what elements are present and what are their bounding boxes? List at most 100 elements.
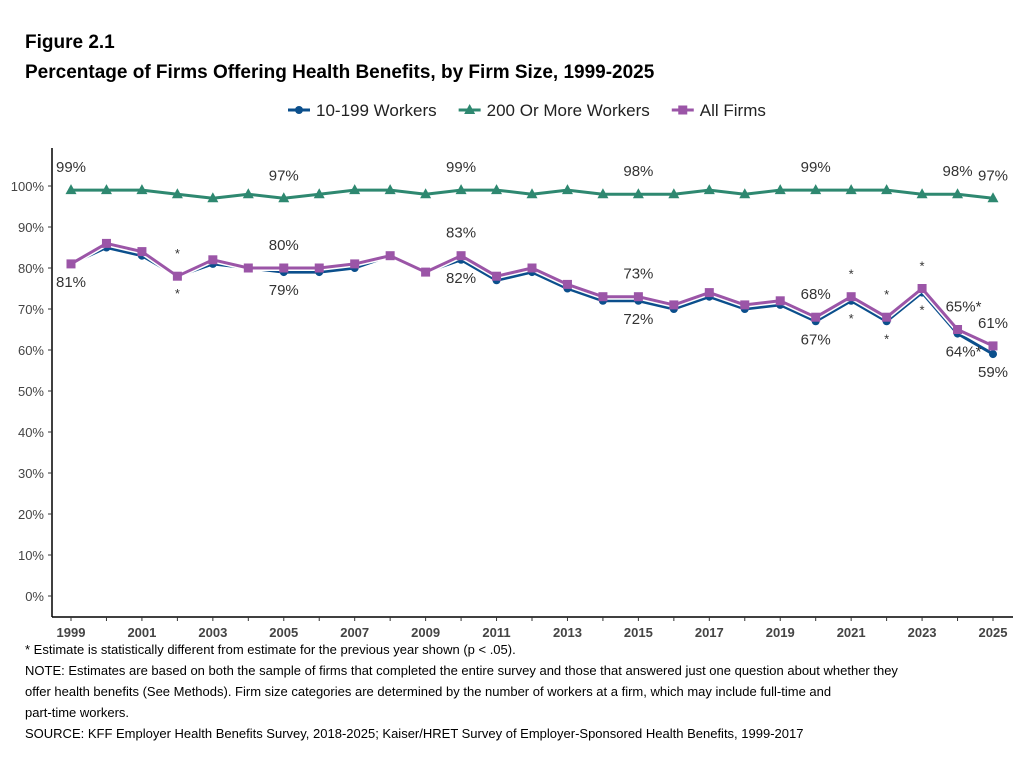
data-point: [420, 188, 432, 199]
data-point: [561, 184, 573, 195]
data-point: [101, 238, 111, 248]
data-label: *: [849, 267, 854, 282]
data-point: [421, 267, 431, 277]
data-point: [137, 247, 147, 257]
data-point: [313, 188, 325, 199]
footnote-source: SOURCE: KFF Employer Health Benefits Sur…: [25, 726, 804, 741]
data-label: *: [920, 259, 925, 274]
data-label: 67%: [801, 331, 831, 348]
data-point: [314, 263, 324, 273]
data-point: [208, 255, 218, 265]
legend-square-icon: [678, 105, 688, 115]
x-tick-label: 2009: [411, 625, 440, 640]
data-point: [988, 341, 998, 351]
data-label: *: [175, 246, 180, 261]
data-point: [100, 184, 112, 195]
x-tick-label: 1999: [57, 625, 86, 640]
data-label: 99%: [801, 159, 831, 176]
data-point: [526, 188, 538, 199]
data-point: [774, 184, 786, 195]
data-point: [740, 300, 750, 310]
data-label: 61%: [978, 315, 1008, 332]
data-label: 79%: [269, 282, 299, 299]
data-point: [66, 259, 76, 269]
data-point: [171, 188, 183, 199]
data-point: [385, 251, 395, 261]
data-label: *: [175, 286, 180, 301]
data-label: 73%: [623, 266, 653, 283]
x-tick-label: 2001: [127, 625, 156, 640]
data-point: [668, 188, 680, 199]
data-label: 83%: [446, 225, 476, 242]
data-point: [562, 279, 572, 289]
footnote-note-2: offer health benefits (See Methods). Fir…: [25, 684, 832, 699]
data-point: [882, 312, 892, 322]
x-tick-label: 2003: [198, 625, 227, 640]
footnote-note-3: part-time workers.: [25, 705, 130, 720]
data-label: 99%: [56, 159, 86, 176]
y-tick-label: 80%: [18, 261, 44, 276]
figure-label: Figure 2.1: [25, 32, 115, 53]
x-tick-label: 2023: [908, 625, 937, 640]
data-point: [633, 292, 643, 302]
data-label: 65%*: [946, 299, 982, 316]
data-point: [349, 184, 361, 195]
data-point: [455, 184, 467, 195]
legend-label: 200 Or More Workers: [487, 101, 650, 120]
data-point: [917, 284, 927, 293]
data-label: 82%: [446, 270, 476, 287]
footnote-asterisk: * Estimate is statistically different fr…: [25, 642, 516, 657]
data-point: [279, 263, 289, 273]
data-point: [669, 300, 679, 310]
x-tick-label: 2019: [766, 625, 795, 640]
x-tick-label: 2007: [340, 625, 369, 640]
chart-title: Percentage of Firms Offering Health Bene…: [25, 62, 655, 83]
data-point: [172, 271, 182, 281]
data-point: [845, 184, 857, 195]
legend-triangle-icon: [464, 104, 476, 114]
data-point: [207, 192, 219, 203]
data-point: [456, 251, 466, 261]
data-label: 64%*: [946, 344, 982, 361]
data-label: 81%: [56, 274, 86, 291]
y-tick-label: 60%: [18, 343, 44, 358]
data-point: [739, 188, 751, 199]
x-tick-label: 2015: [624, 625, 653, 640]
data-label: 97%: [269, 167, 299, 184]
x-tick-label: 2021: [837, 625, 866, 640]
data-point: [881, 184, 893, 195]
line-chart: 0% 10% 20% 30% 40% 50% 60% 70% 80% 90% 100% 1999 200…: [11, 101, 1013, 640]
data-point: [632, 188, 644, 199]
data-label: 68%: [801, 286, 831, 303]
data-point: [952, 188, 964, 199]
data-point: [136, 184, 148, 195]
data-label: 98%: [943, 163, 973, 180]
data-label: 72%: [623, 311, 653, 328]
y-tick-label: 0%: [25, 589, 44, 604]
data-point: [278, 192, 290, 203]
data-point: [989, 350, 997, 359]
data-point: [916, 188, 928, 199]
x-tick-label: 2013: [553, 625, 582, 640]
data-label: 99%: [446, 159, 476, 176]
y-tick-label: 20%: [18, 507, 44, 522]
data-point: [492, 271, 502, 281]
x-tick-label: 2017: [695, 625, 724, 640]
data-point: [243, 263, 253, 273]
data-point: [846, 292, 856, 302]
data-point: [384, 184, 396, 195]
data-label: 98%: [623, 163, 653, 180]
data-point: [953, 325, 963, 334]
data-point: [597, 188, 609, 199]
data-point: [242, 188, 254, 199]
footnote-note-1: NOTE: Estimates are based on both the sa…: [25, 663, 898, 678]
y-tick-label: 10%: [18, 548, 44, 563]
data-point: [987, 192, 999, 203]
data-label: *: [884, 287, 889, 302]
data-point: [810, 184, 822, 195]
y-tick-label: 40%: [18, 425, 44, 440]
y-tick-label: 70%: [18, 302, 44, 317]
data-point: [811, 312, 821, 322]
legend-circle-icon: [295, 106, 303, 114]
